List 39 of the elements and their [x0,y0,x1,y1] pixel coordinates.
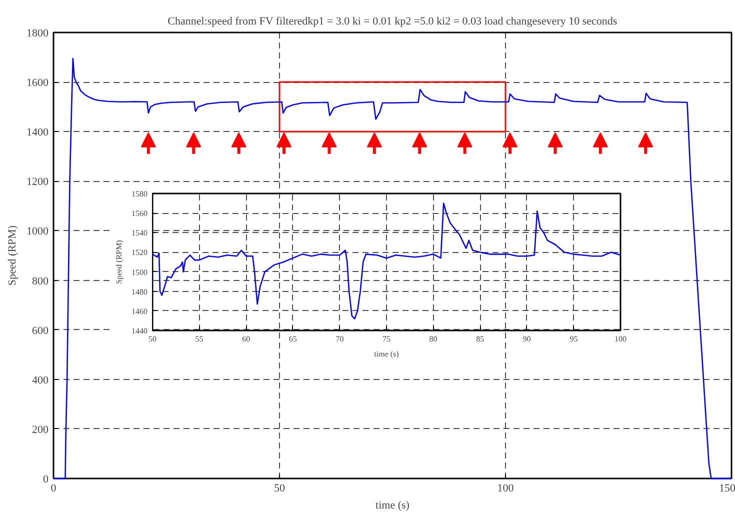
y-tick-label: 0 [43,474,49,486]
y-tick-label: 200 [32,424,49,436]
x-tick-label: 85 [476,334,484,344]
y-tick-label: 1000 [26,226,49,238]
y-tick-label: 1580 [132,190,148,198]
y-tick-label: 1540 [132,228,148,238]
x-axis-title: time (s) [376,500,410,512]
y-tick-label: 1200 [26,176,49,188]
y-tick-label: 1460 [132,306,148,316]
y-tick-label: 1480 [132,287,148,296]
x-tick-label: 55 [195,334,204,344]
y-axis-title: Speed (RPM) [114,240,124,284]
y-axis-title: Speed (RPM) [6,225,18,286]
y-tick-label: 1800 [26,28,49,40]
line-series [152,202,622,320]
y-tick-label: 1400 [26,126,49,139]
y-tick-label: 1440 [132,326,148,336]
x-tick-label: 50 [148,334,156,344]
x-tick-label: 100 [497,482,514,494]
x-tick-label: 0 [50,482,57,494]
y-tick-label: 800 [32,275,49,288]
y-tick-label: 1520 [132,248,148,258]
x-tick-label: 90 [522,334,531,344]
x-tick-label: 150 [719,482,735,494]
x-tick-label: 75 [382,334,390,344]
y-tick-label: 1600 [26,77,49,90]
x-tick-label: 65 [288,334,297,344]
x-tick-label: 50 [274,482,286,494]
x-tick-label: 95 [570,334,578,344]
y-tick-label: 400 [32,374,49,386]
x-tick-label: 80 [429,334,438,344]
x-tick-label: 60 [242,334,250,344]
y-tick-label: 1560 [132,209,148,218]
chart-title: Channel:speed from FV filteredkp1 = 3.0 ki = 0.01 kp2 =5.0 ki2 = 0.03 load changesevery 10 seconds [168,16,618,28]
x-tick-label: 100 [614,334,626,344]
x-axis-title: time (s) [374,350,400,358]
y-tick-label: 600 [32,324,49,337]
y-tick-label: 1500 [132,268,148,277]
x-tick-label: 70 [336,334,344,344]
